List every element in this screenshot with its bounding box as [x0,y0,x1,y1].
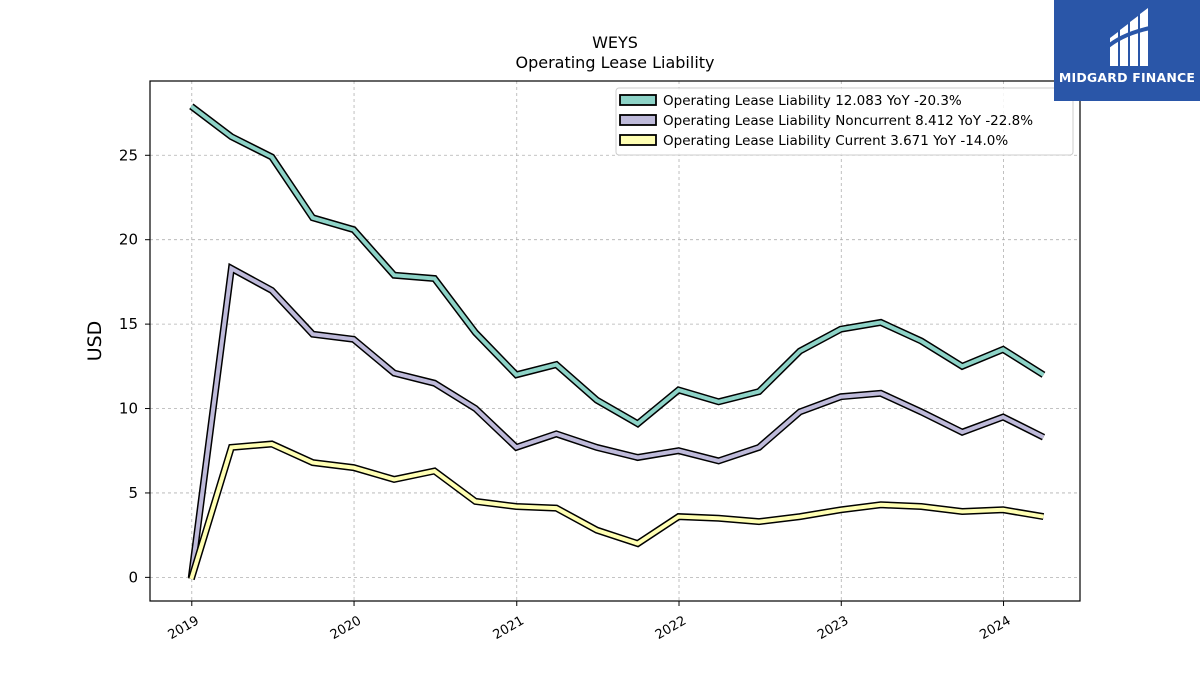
legend-entry-label: Operating Lease Liability Noncurrent 8.4… [663,113,1033,129]
y-tick-label: 5 [128,484,138,502]
series-line-3 [189,441,1044,580]
grid [150,81,1080,601]
brand-logo: MIDGARD FINANCE [1054,0,1200,101]
legend: Operating Lease Liability 12.083 YoY -20… [615,87,1074,156]
series-line-2 [189,265,1045,578]
y-tick-label: 20 [119,231,138,249]
chart-title: WEYS [592,33,638,52]
y-axis: 0 5 10 15 20 25 [119,146,150,586]
y-tick-label: 10 [119,400,138,418]
x-tick-label: 2024 [977,613,1013,643]
series-lines [187,103,1046,581]
brand-mark-icon [1104,8,1151,66]
x-tick-label: 2020 [328,613,364,643]
legend-entry-label: Operating Lease Liability 12.083 YoY -20… [663,93,962,109]
legend-box [615,87,1074,156]
y-tick-label: 25 [119,146,138,164]
series-outline-2 [187,262,1046,578]
y-tick-label: 15 [119,315,138,333]
legend-swatch [619,94,657,106]
y-axis-label: USD [84,321,106,362]
legend-swatch [619,134,657,146]
legend-entry-label: Operating Lease Liability Current 3.671 … [663,133,1008,149]
x-tick-label: 2019 [166,613,202,643]
chart-subtitle: Operating Lease Liability [515,53,714,72]
y-tick-label: 0 [128,568,138,586]
x-tick-label: 2023 [815,613,851,643]
series-line-1 [190,104,1045,427]
brand-name: MIDGARD FINANCE [1058,70,1196,85]
x-tick-label: 2022 [653,613,689,643]
legend-swatch [619,114,657,126]
x-tick-label: 2021 [491,613,527,643]
x-axis: 2019 2020 2021 2022 2023 2024 [166,601,1014,643]
plot-area-frame [149,80,1081,602]
